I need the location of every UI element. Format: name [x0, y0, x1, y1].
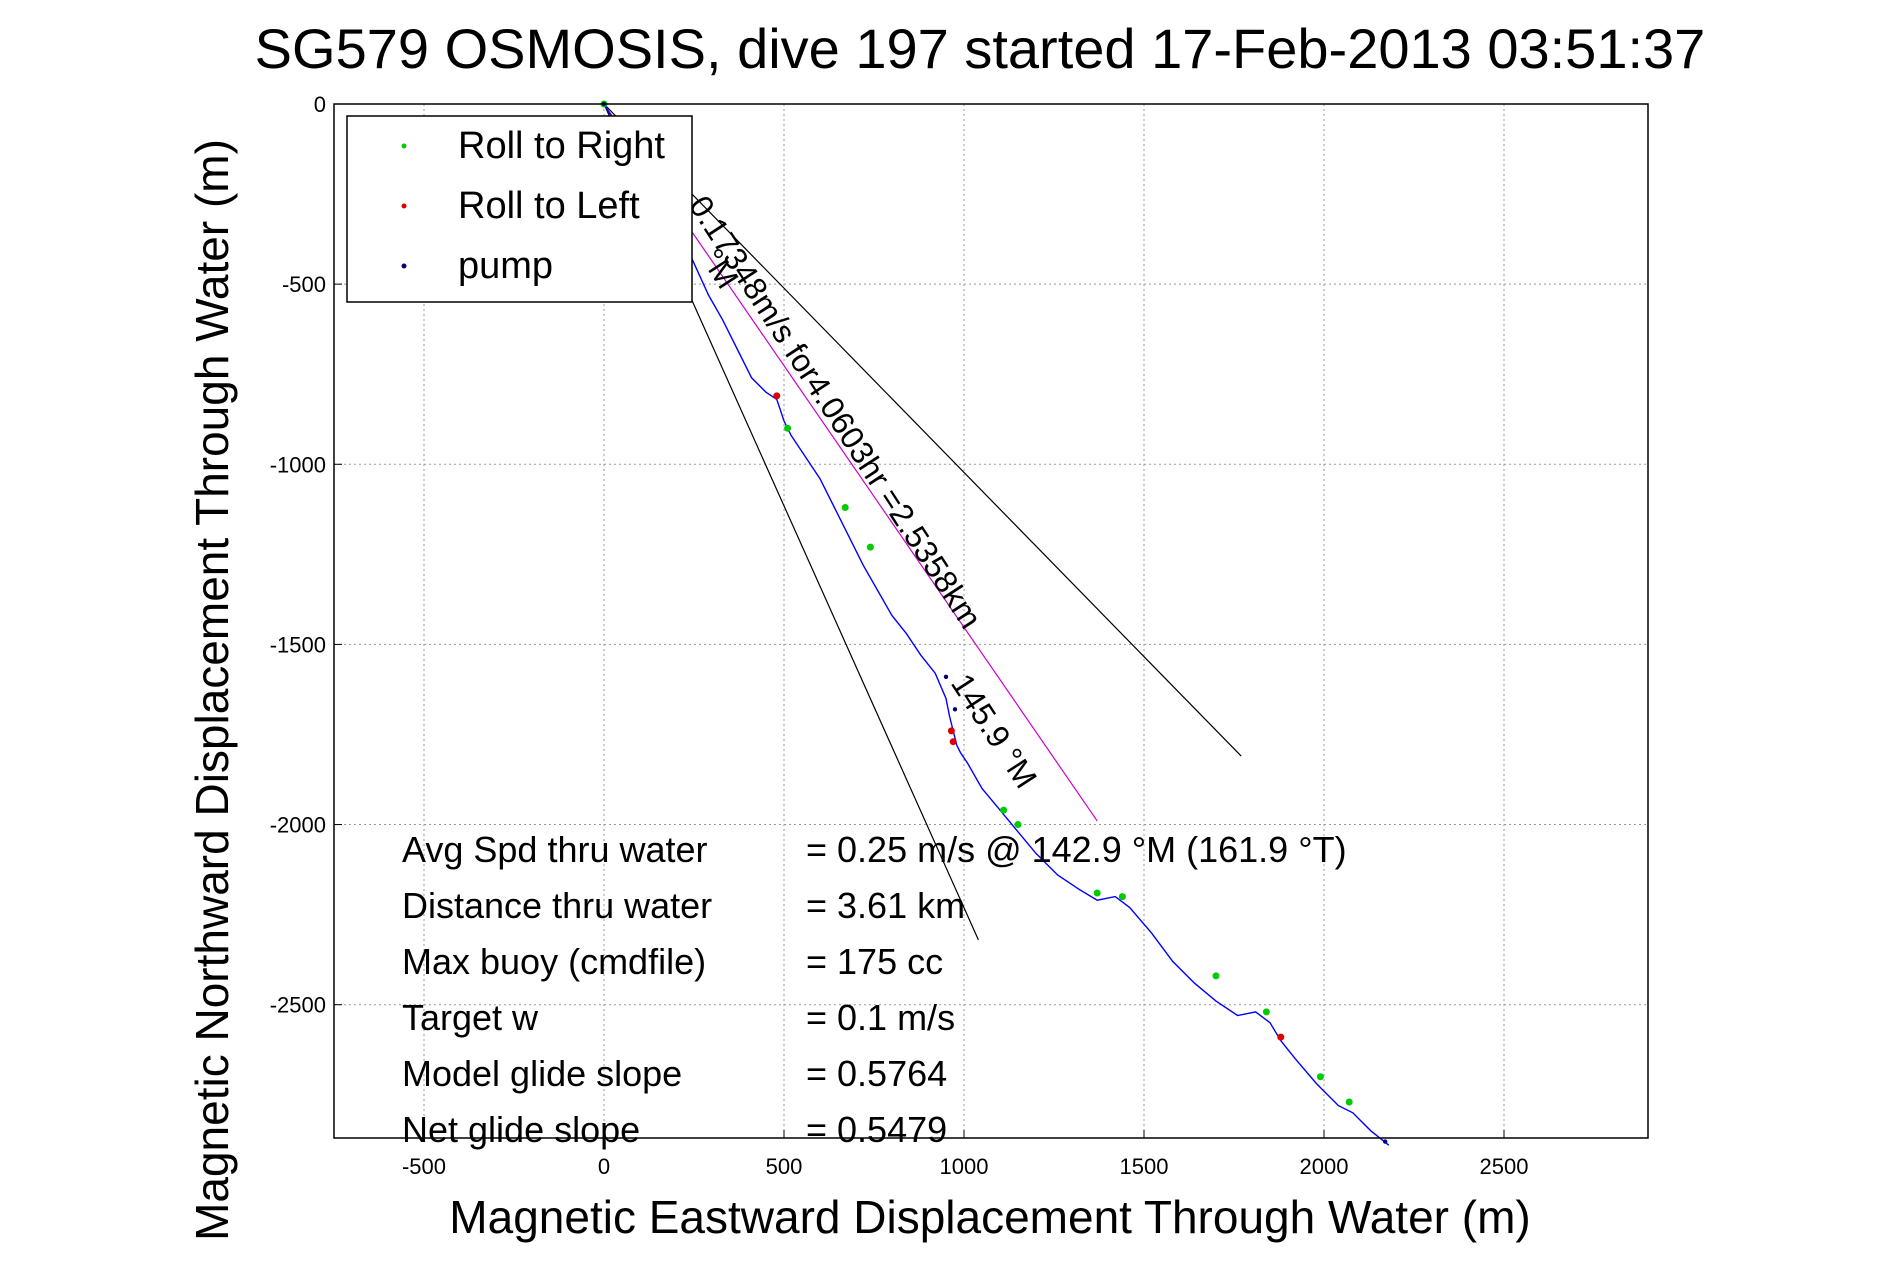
pump-marker [1383, 1139, 1388, 1144]
roll-right-marker [1118, 893, 1126, 901]
stat-value: = 0.25 m/s @ 142.9 °M (161.9 °T) [806, 829, 1347, 870]
stat-label: Max buoy (cmdfile) [402, 941, 706, 982]
stat-value: = 0.5479 [806, 1109, 947, 1150]
y-tick-label: 0 [314, 92, 326, 117]
stat-value: = 0.5764 [806, 1053, 947, 1094]
x-tick-label: -500 [402, 1154, 446, 1179]
roll-right-marker [1212, 972, 1220, 980]
stat-label: Avg Spd thru water [402, 829, 708, 870]
legend: Roll to Right Roll to Left pump [346, 115, 693, 303]
x-tick-label: 1500 [1120, 1154, 1169, 1179]
roll-left-marker [949, 738, 957, 746]
roll-right-marker [1262, 1008, 1270, 1016]
x-tick-labels: -500 0 500 1000 1500 2000 2500 [402, 1154, 1529, 1179]
y-tick-label: -1000 [270, 452, 326, 477]
grid [334, 103, 1648, 1138]
axes-frame [333, 103, 1649, 1139]
roll-right-marker [1316, 1073, 1324, 1081]
stat-value: = 0.1 m/s [806, 997, 955, 1038]
stat-value: = 175 cc [806, 941, 943, 982]
y-axis-label: Magnetic Northward Displacement Through … [186, 139, 238, 1241]
pump-marker [943, 674, 949, 680]
legend-items: Roll to Right Roll to Left pump [401, 125, 665, 287]
y-tick-label: -2000 [270, 813, 326, 838]
legend-marker [401, 263, 407, 269]
x-tick-label: 500 [766, 1154, 803, 1179]
roll-right-marker [1345, 1098, 1353, 1106]
y-tick-label: -1500 [270, 632, 326, 657]
legend-label: Roll to Right [458, 125, 665, 167]
roll-right-marker [841, 504, 849, 512]
x-tick-label: 0 [598, 1154, 610, 1179]
legend-marker [401, 203, 407, 209]
stat-label: Target w [402, 997, 539, 1038]
roll-left-marker [947, 727, 955, 735]
legend-label: pump [458, 245, 553, 287]
y-tick-label: -2500 [270, 993, 326, 1018]
x-tick-label: 1000 [940, 1154, 989, 1179]
stat-label: Model glide slope [402, 1053, 682, 1094]
roll-right-marker [784, 424, 792, 432]
x-tick-label: 2500 [1480, 1154, 1529, 1179]
stats-block: Avg Spd thru water = 0.25 m/s @ 142.9 °M … [402, 829, 1347, 1150]
stat-label: Distance thru water [402, 885, 712, 926]
track-layer [603, 103, 1390, 1146]
x-tick-label: 2000 [1300, 1154, 1349, 1179]
roll-right-marker [1000, 806, 1008, 814]
pump-marker [952, 707, 958, 712]
roll-right-marker [1093, 889, 1101, 897]
cone-right-line [603, 103, 1242, 757]
roll-right-marker [1014, 821, 1022, 829]
roll-left-marker [1277, 1033, 1285, 1041]
y-tick-labels: 0 -500 -1000 -1500 -2000 -2500 [270, 92, 326, 1018]
track-line [603, 103, 1390, 1146]
legend-label: Roll to Left [458, 185, 640, 227]
legend-marker [401, 143, 407, 149]
y-tick-label: -500 [282, 272, 326, 297]
roll-right-marker [866, 543, 874, 551]
chart-title: SG579 OSMOSIS, dive 197 started 17-Feb-2… [255, 17, 1706, 80]
stat-label: Net glide slope [402, 1109, 640, 1150]
roll-left-marker [773, 392, 781, 400]
stat-value: = 3.61 km [806, 885, 965, 926]
x-axis-label: Magnetic Eastward Displacement Through W… [449, 1191, 1530, 1243]
